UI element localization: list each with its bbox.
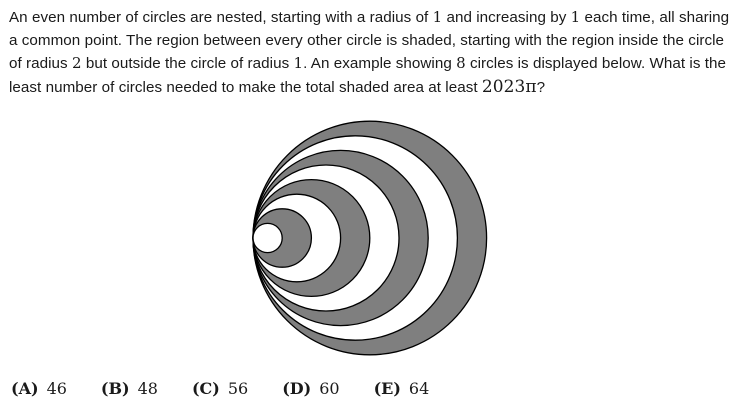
choice-b[interactable]: (B) 48 [101,379,158,398]
choice-e[interactable]: (E) 64 [374,379,430,398]
math-target-area: 2023π [481,76,537,97]
choice-a-letter: (A) [11,379,39,398]
math-radius-step: 1 [570,8,581,26]
problem-text-1: An even number of circles are nested, st… [9,9,433,26]
circle-radius-1 [252,222,283,254]
problem-text-7: ? [536,78,546,96]
problem-text-4: but outside the circle of radius [81,55,294,72]
choice-e-value: 64 [408,379,430,398]
nested-circles-diagram [252,120,488,356]
problem-text-6: circles is displayed below. What is the … [9,55,727,96]
choice-a-value: 46 [46,379,67,398]
choice-d-value: 60 [319,379,340,398]
problem-text-3: each time, all sharing a common point. T… [9,9,730,72]
math-circle-count: 8 [456,54,466,72]
choice-b-value: 48 [137,379,158,398]
choice-b-letter: (B) [100,379,130,398]
choice-e-letter: (E) [373,379,401,398]
math-radius-start: 1 [432,8,443,26]
choice-c-letter: (C) [191,379,220,398]
choice-c-value: 56 [227,379,249,398]
nested-circles-figure [248,117,512,361]
problem-text-2: and increasing by [442,9,571,26]
choice-d[interactable]: (D) 60 [282,379,339,398]
math-radius-outer: 2 [71,54,82,72]
answer-choices: (A) 46 (B) 48 (C) 56 (D) 60 (E) 64 [11,379,463,405]
problem-statement: An even number of circles are nested, st… [9,6,737,99]
problem-text-5: . An example showing [303,55,457,72]
choice-a[interactable]: (A) 46 [11,379,67,398]
math-radius-inner: 1 [293,54,304,72]
choice-d-letter: (D) [282,379,312,398]
choice-c[interactable]: (C) 56 [192,379,248,398]
